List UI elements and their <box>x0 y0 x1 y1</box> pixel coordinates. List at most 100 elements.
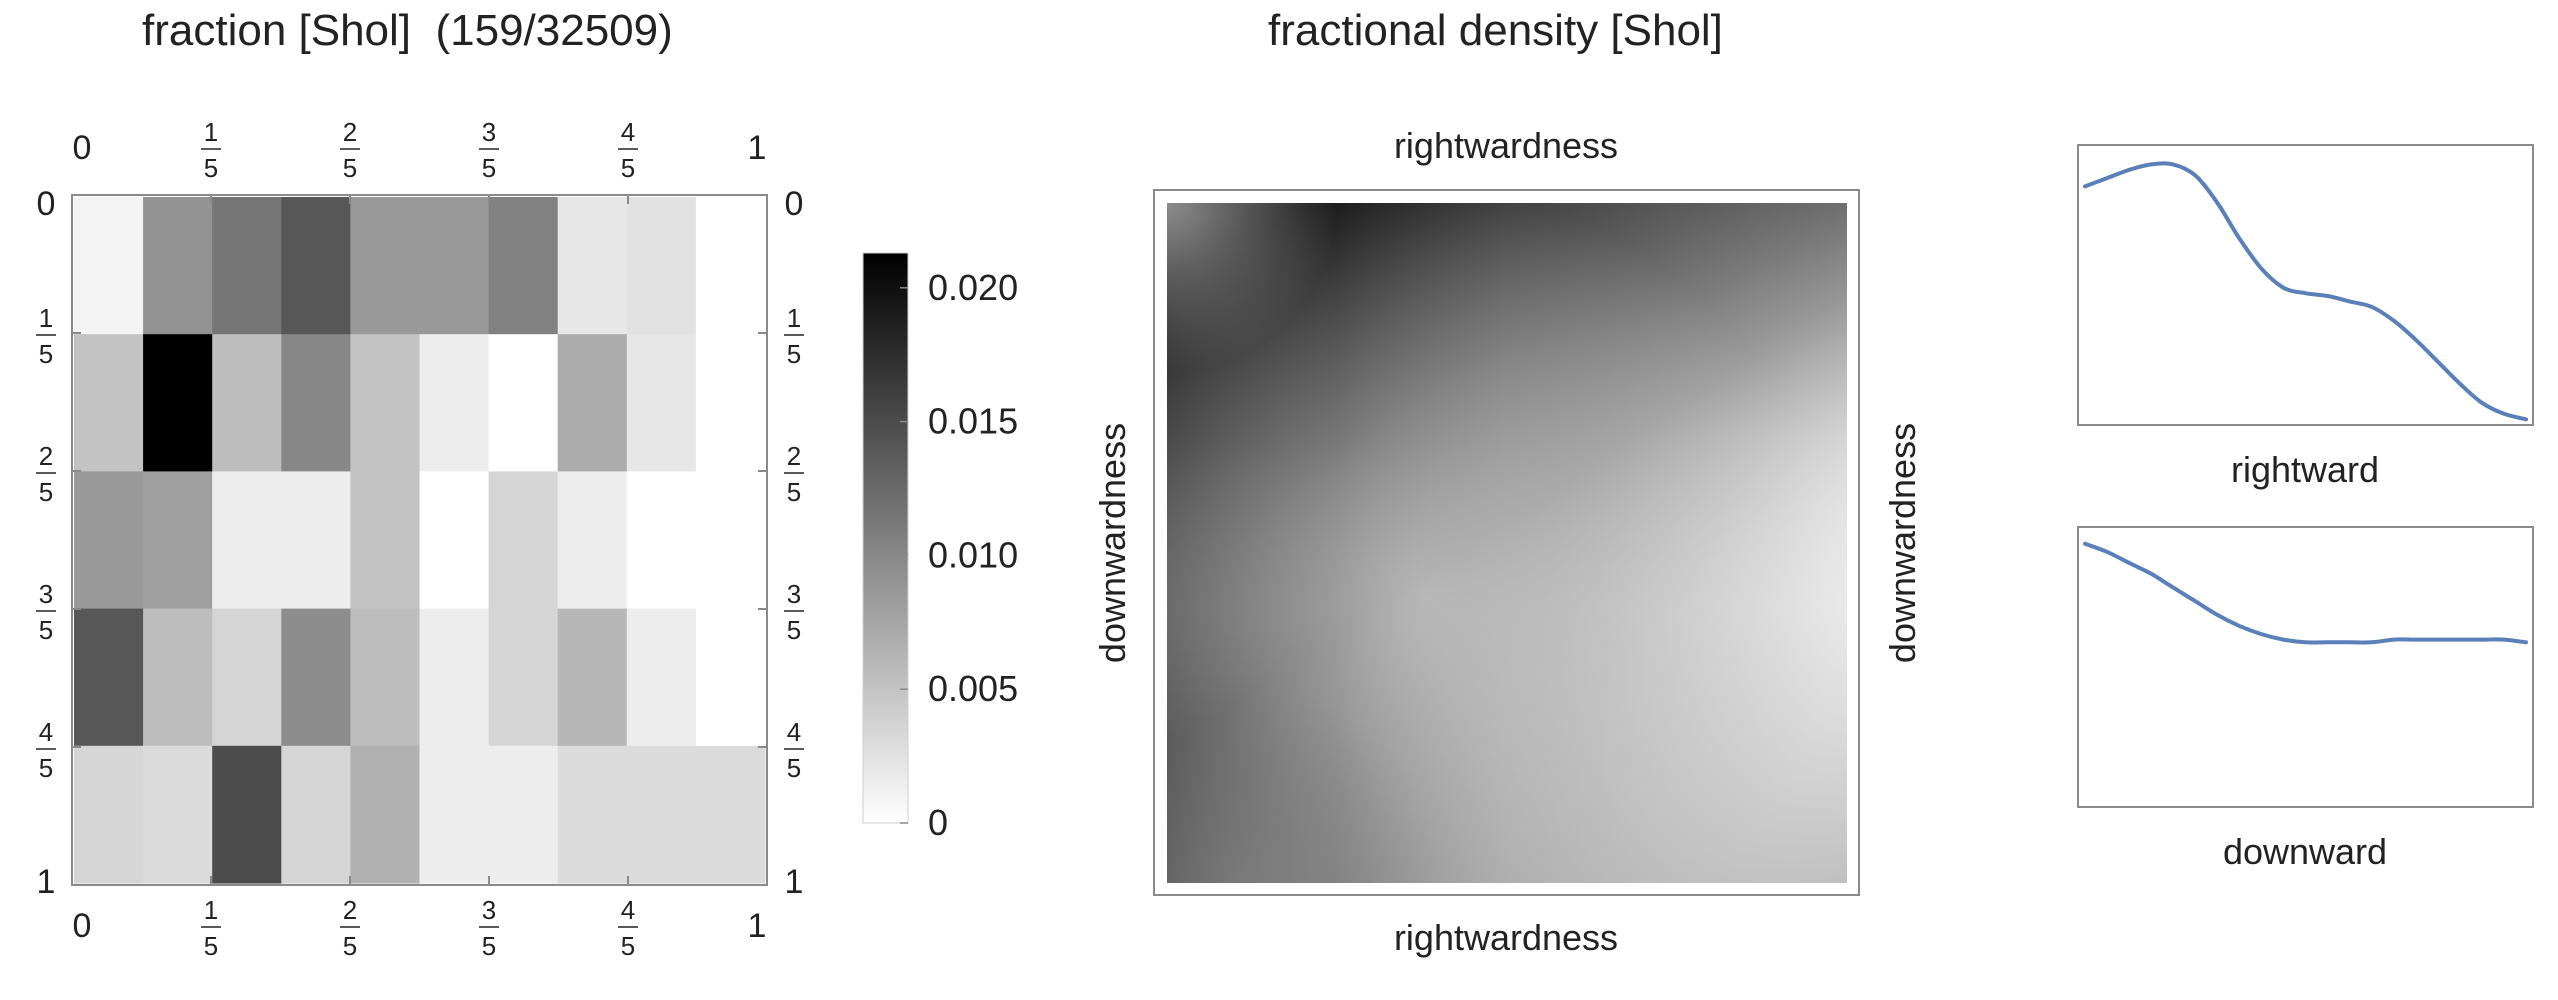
colorbar-tick-label-2: 0.010 <box>928 534 1018 575</box>
heatmap-cell-r1-c9 <box>695 334 766 472</box>
svg-text:3: 3 <box>482 895 496 925</box>
svg-text:4: 4 <box>787 717 801 747</box>
heatmap-cell-r3-c3 <box>281 608 351 747</box>
svg-text:5: 5 <box>787 615 801 645</box>
svg-text:5: 5 <box>39 753 53 783</box>
rightward-series-line <box>2083 161 2528 422</box>
downward-marginal-plot: downward <box>2077 526 2534 872</box>
svg-text:1: 1 <box>204 117 218 147</box>
svg-text:5: 5 <box>482 153 496 183</box>
heatmap-cell-r1-c8 <box>626 334 697 472</box>
heatmap-cell-r1-c3 <box>281 334 351 472</box>
bottom-x-tick-label-0: 0 <box>73 907 92 945</box>
svg-text:5: 5 <box>204 153 218 183</box>
downward-plot-frame <box>2077 526 2534 808</box>
heatmap-cell-r3-c0 <box>74 608 144 747</box>
colorbar: 0.020 0.015 0.010 0.005 0 <box>862 252 1018 843</box>
density-image <box>1167 203 1847 883</box>
right-y-tick-label-1: 15 <box>784 303 804 369</box>
heatmap-cell-r3-c5 <box>419 608 490 747</box>
svg-text:5: 5 <box>621 931 635 961</box>
heatmap-cell-r3-c7 <box>557 608 628 747</box>
left-y-tick-label-4: 45 <box>36 717 56 783</box>
top-x-tick-label-5: 1 <box>748 129 767 167</box>
svg-text:1: 1 <box>37 863 56 901</box>
heatmap-cell-r2-c2 <box>212 471 282 610</box>
rightward-plot-frame <box>2077 144 2534 426</box>
svg-text:3: 3 <box>787 579 801 609</box>
heatmap-cell-r0-c1 <box>143 197 213 335</box>
right-y-tick-label-4: 45 <box>784 717 804 783</box>
left-y-tick-label-0: 0 <box>37 185 56 223</box>
heatmap-cell-r2-c1 <box>143 471 213 610</box>
svg-text:0: 0 <box>785 185 804 223</box>
left-chart-title: fraction [Shol] (159/32509) <box>142 6 673 55</box>
svg-text:4: 4 <box>621 895 635 925</box>
svg-text:0: 0 <box>73 129 92 167</box>
heatmap-cell-r0-c2 <box>212 197 282 335</box>
svg-text:1: 1 <box>748 129 767 167</box>
top-x-tick-label-1: 15 <box>201 117 221 183</box>
density-right-ylabel: downwardness <box>1882 423 1923 663</box>
svg-text:3: 3 <box>39 579 53 609</box>
svg-text:2: 2 <box>39 441 53 471</box>
top-x-tick-label-2: 25 <box>340 117 360 183</box>
bottom-x-tick-label-5: 1 <box>748 907 767 945</box>
colorbar-tick-label-0: 0.020 <box>928 267 1018 308</box>
bottom-x-tick-label-3: 35 <box>479 895 499 961</box>
heatmap-cell-r2-c7 <box>557 471 628 610</box>
right-y-tick-label-5: 1 <box>785 863 804 901</box>
svg-text:5: 5 <box>787 477 801 507</box>
svg-text:2: 2 <box>343 895 357 925</box>
colorbar-gradient <box>862 252 909 824</box>
svg-text:1: 1 <box>204 895 218 925</box>
colorbar-tick-label-1: 0.015 <box>928 401 1018 442</box>
heatmap-cell-r4-c7 <box>557 745 628 884</box>
bottom-x-tick-label-4: 45 <box>618 895 638 961</box>
downward-xlabel: downward <box>2223 831 2387 872</box>
heatmap-cell-r0-c7 <box>557 197 628 335</box>
colorbar-tick-label-3: 0.005 <box>928 668 1018 709</box>
heatmap-cell-r2-c8 <box>626 471 697 610</box>
rightward-marginal-plot: rightward <box>2077 144 2534 490</box>
density-top-xlabel: rightwardness <box>1394 125 1618 166</box>
top-x-tick-label-0: 0 <box>73 129 92 167</box>
svg-text:5: 5 <box>343 153 357 183</box>
heatmap-cell-r0-c9 <box>695 197 766 335</box>
heatmap-cell-r0-c3 <box>281 197 351 335</box>
heatmap-cell-r3-c2 <box>212 608 282 747</box>
right-y-tick-label-2: 25 <box>784 441 804 507</box>
heatmap-cell-r1-c7 <box>557 334 628 472</box>
heatmap-cell-r4-c4 <box>350 745 421 884</box>
heatmap-cell-r0-c5 <box>419 197 490 335</box>
left-y-tick-label-1: 15 <box>36 303 56 369</box>
heatmap-cell-r2-c6 <box>488 471 559 610</box>
density-bottom-xlabel: rightwardness <box>1394 917 1618 958</box>
heatmap-cell-r3-c4 <box>350 608 421 747</box>
svg-text:1: 1 <box>787 303 801 333</box>
heatmap-cell-r4-c6 <box>488 745 559 884</box>
heatmap-cell-r4-c9 <box>695 745 766 884</box>
svg-text:4: 4 <box>39 717 53 747</box>
heatmap-cell-r0-c6 <box>488 197 559 335</box>
svg-text:5: 5 <box>787 753 801 783</box>
heatmap-cell-r1-c5 <box>419 334 490 472</box>
heatmap-cell-r0-c8 <box>626 197 697 335</box>
svg-text:3: 3 <box>482 117 496 147</box>
heatmap-cell-r2-c9 <box>695 471 766 610</box>
svg-text:5: 5 <box>39 339 53 369</box>
heatmap-cell-r4-c5 <box>419 745 490 884</box>
density-outer-frame <box>1153 189 1860 896</box>
left-y-tick-label-5: 1 <box>37 863 56 901</box>
svg-text:1: 1 <box>39 303 53 333</box>
left-y-tick-label-2: 25 <box>36 441 56 507</box>
heatmap-cell-r2-c5 <box>419 471 490 610</box>
heatmap-cell-r0-c4 <box>350 197 421 335</box>
left-y-tick-label-3: 35 <box>36 579 56 645</box>
svg-text:0: 0 <box>73 907 92 945</box>
heatmap-cell-r0-c0 <box>74 197 144 335</box>
colorbar-tick-label-4: 0 <box>928 802 948 843</box>
svg-text:5: 5 <box>39 477 53 507</box>
